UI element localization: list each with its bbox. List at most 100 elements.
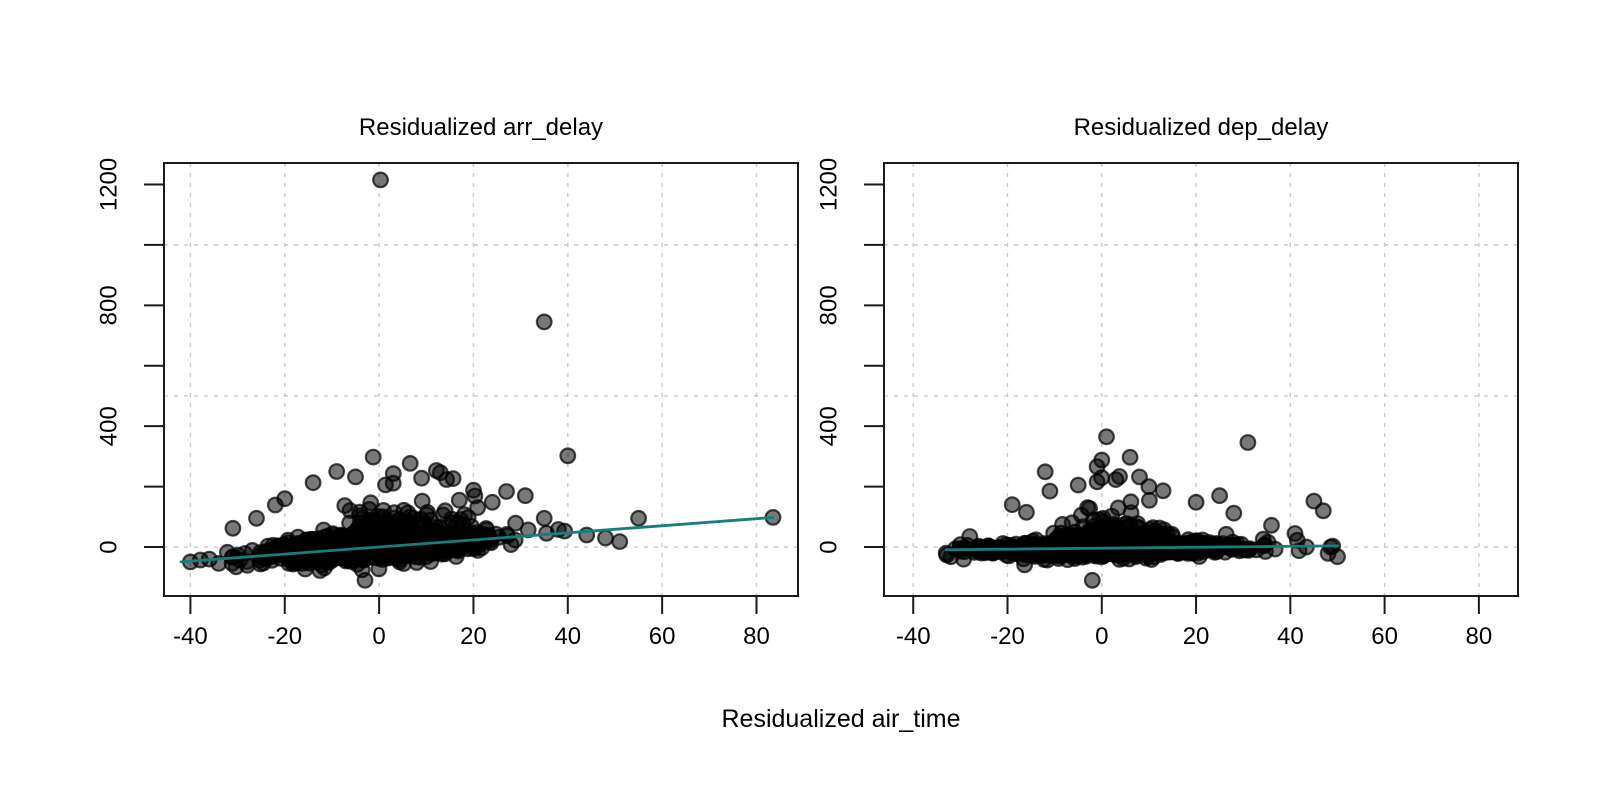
scatter-points-group — [181, 171, 782, 589]
outlier-point — [1286, 525, 1304, 542]
data-point — [980, 537, 998, 555]
outlier-point — [611, 533, 629, 550]
data-point — [507, 514, 524, 532]
outlier-point — [516, 487, 534, 505]
left-panel-title: Residualized arr_delay — [358, 114, 604, 141]
outlier-point — [347, 468, 364, 486]
data-point — [443, 510, 461, 528]
y-tick-label: 800 — [95, 285, 122, 325]
data-point — [330, 544, 348, 562]
right-panel-title: Residualized dep_delay — [1073, 114, 1329, 141]
data-point — [336, 497, 354, 515]
data-point — [1067, 545, 1085, 563]
outlier-point — [559, 447, 577, 465]
data-point — [459, 509, 477, 526]
trend-line — [179, 516, 775, 564]
data-point — [395, 501, 413, 519]
plot-box — [883, 162, 1519, 597]
outlier-point — [328, 463, 346, 480]
data-point — [362, 494, 380, 512]
y-tick-label: 1200 — [95, 158, 122, 211]
outlier-point — [304, 474, 322, 492]
outlier-point — [630, 509, 647, 527]
scatter-points-group — [937, 428, 1346, 589]
outlier-point — [224, 519, 242, 537]
outlier-point — [535, 313, 553, 331]
outlier-point — [450, 491, 468, 509]
outlier-point — [432, 464, 449, 482]
outlier-point — [465, 481, 482, 499]
plot-box — [163, 162, 799, 597]
x-tick-label: 80 — [743, 623, 770, 650]
outlier-point — [535, 509, 553, 527]
x-axis-label: Residualized air_time — [721, 705, 961, 733]
outlier-point — [1187, 493, 1205, 511]
y-tick-label: 0 — [95, 540, 122, 553]
data-point — [292, 547, 309, 565]
x-tick-label: 0 — [1095, 623, 1108, 650]
data-point — [364, 448, 382, 466]
outlier-point — [1041, 482, 1059, 500]
outlier-point — [413, 469, 431, 487]
outlier-point — [1239, 434, 1257, 451]
data-point — [469, 499, 487, 517]
x-tick-label: 20 — [1183, 623, 1210, 650]
data-point — [1122, 493, 1140, 511]
x-tick-label: -20 — [267, 623, 302, 650]
data-point — [351, 548, 369, 565]
outlier-point — [597, 529, 614, 547]
data-point — [1135, 540, 1153, 558]
outlier-point — [1211, 487, 1228, 505]
outlier-point — [372, 171, 389, 189]
outlier-point — [1069, 476, 1087, 494]
data-point — [1045, 542, 1063, 560]
outlier-point — [1121, 448, 1139, 466]
x-tick-label: -40 — [896, 623, 931, 650]
x-tick-label: 40 — [1277, 623, 1304, 650]
data-point — [1019, 538, 1036, 556]
outlier-point — [248, 509, 265, 527]
y-tick-label: 800 — [815, 285, 842, 325]
data-point — [373, 520, 390, 538]
outlier-point — [356, 571, 374, 589]
outlier-point — [498, 483, 515, 500]
data-point — [1120, 519, 1137, 536]
axis-ticks-group — [864, 183, 1480, 614]
data-point — [445, 529, 462, 547]
data-point — [1248, 541, 1265, 559]
outlier-point — [483, 493, 501, 511]
outlier-point — [1098, 428, 1115, 446]
data-point — [1081, 500, 1098, 517]
outlier-point — [1018, 503, 1035, 521]
outlier-point — [1036, 463, 1054, 481]
outlier-point — [1088, 458, 1106, 476]
outlier-point — [1225, 504, 1243, 522]
data-point — [401, 455, 419, 472]
outlier-point — [1003, 496, 1021, 514]
data-point — [1140, 491, 1158, 509]
data-point — [1111, 468, 1128, 485]
y-tick-label: 400 — [95, 406, 122, 446]
y-tick-label: 1200 — [815, 158, 842, 211]
outlier-point — [1314, 502, 1332, 520]
x-tick-label: 20 — [460, 623, 487, 650]
outlier-point — [1083, 571, 1101, 589]
y-tick-label: 400 — [815, 406, 842, 446]
outlier-point — [1088, 473, 1106, 491]
axis-ticks-group — [144, 183, 758, 614]
data-point — [264, 544, 282, 561]
outlier-point — [961, 528, 979, 545]
grid-group — [884, 163, 1518, 596]
x-tick-label: 0 — [372, 623, 385, 650]
outlier-point — [384, 465, 402, 483]
data-point — [431, 526, 449, 544]
trend-line — [944, 544, 1339, 552]
data-point — [406, 514, 424, 532]
outlier-point — [1154, 482, 1172, 500]
data-point — [1220, 536, 1238, 554]
y-tick-label: 0 — [815, 540, 842, 553]
